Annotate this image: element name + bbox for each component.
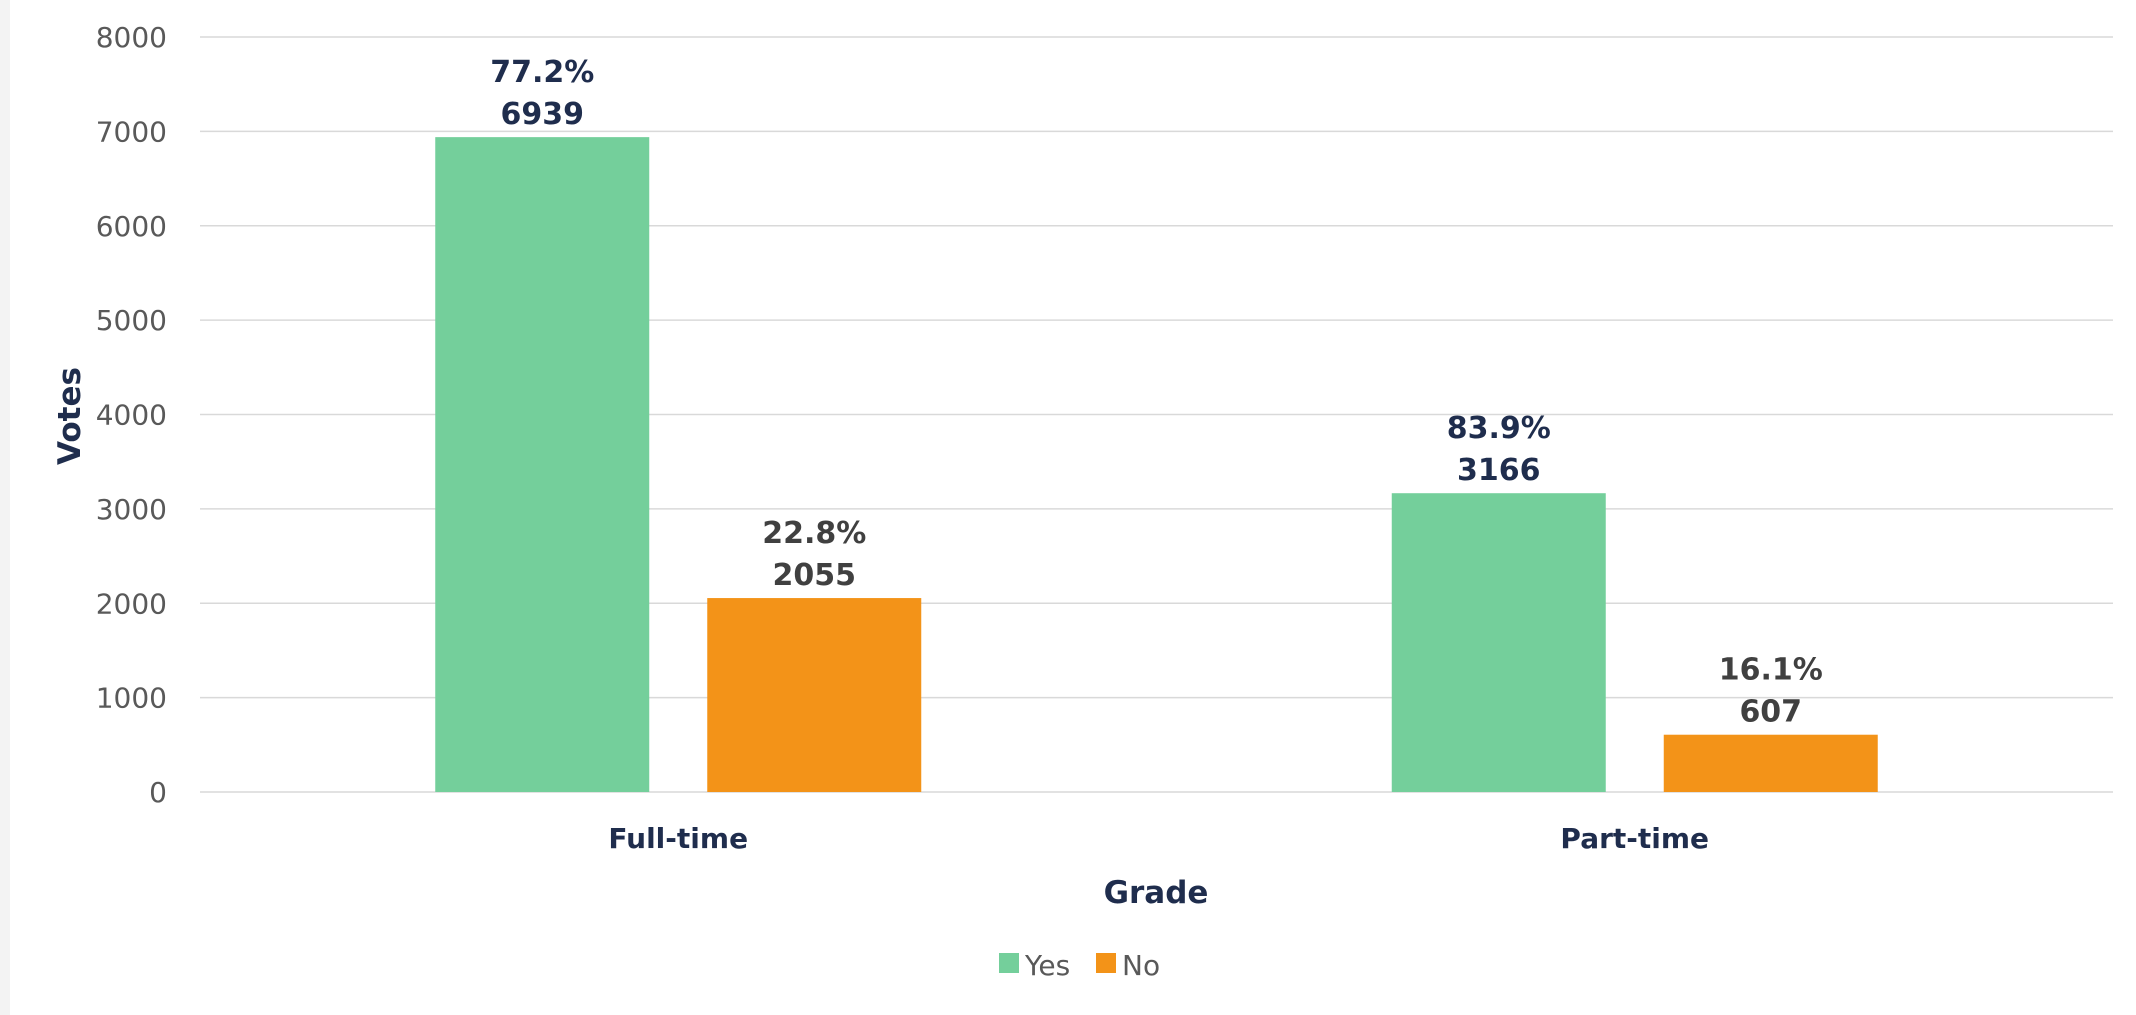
y-tick-label: 0 bbox=[149, 776, 167, 809]
data-labels: 77.2% 6939 22.8% 2055 83.9% 3166 16.1% 607 bbox=[490, 55, 1823, 730]
legend-swatch-no bbox=[1096, 953, 1116, 973]
legend-swatch-yes bbox=[999, 953, 1019, 973]
y-tick-label: 4000 bbox=[96, 399, 167, 432]
y-tick-label: 3000 bbox=[96, 493, 167, 526]
bar-yes-part-time bbox=[1391, 493, 1606, 792]
chart-background bbox=[10, 0, 2136, 1015]
bar-no-part-time bbox=[1663, 734, 1878, 792]
y-tick-label: 2000 bbox=[96, 587, 167, 620]
data-label-percent: 16.1% bbox=[1719, 653, 1823, 688]
x-axis-title: Grade bbox=[1104, 875, 1209, 911]
y-tick-label: 5000 bbox=[96, 304, 167, 337]
x-axis-categories: Full-time Part-time bbox=[608, 822, 1709, 855]
y-tick-label: 8000 bbox=[96, 21, 167, 54]
x-category-label: Part-time bbox=[1560, 822, 1709, 855]
y-tick-label: 1000 bbox=[96, 682, 167, 715]
data-label-percent: 83.9% bbox=[1447, 411, 1551, 446]
data-label-percent: 77.2% bbox=[490, 55, 594, 90]
data-label-value: 607 bbox=[1739, 695, 1802, 730]
bar-yes-full-time bbox=[435, 137, 650, 792]
y-tick-label: 6000 bbox=[96, 210, 167, 243]
data-label-percent: 22.8% bbox=[762, 516, 866, 551]
data-label-value: 6939 bbox=[501, 97, 585, 132]
x-category-label: Full-time bbox=[608, 822, 748, 855]
legend: Yes No bbox=[999, 949, 1160, 982]
bars bbox=[435, 137, 1878, 792]
bar-no-full-time bbox=[707, 598, 922, 792]
data-label-value: 3166 bbox=[1457, 453, 1541, 488]
legend-label-no: No bbox=[1122, 949, 1160, 982]
y-axis-ticks: 0 1000 2000 3000 4000 5000 6000 7000 8000 bbox=[96, 21, 167, 809]
y-axis-title: Votes bbox=[52, 367, 88, 465]
legend-label-yes: Yes bbox=[1024, 949, 1070, 982]
data-label-value: 2055 bbox=[773, 558, 857, 593]
y-tick-label: 7000 bbox=[96, 115, 167, 148]
